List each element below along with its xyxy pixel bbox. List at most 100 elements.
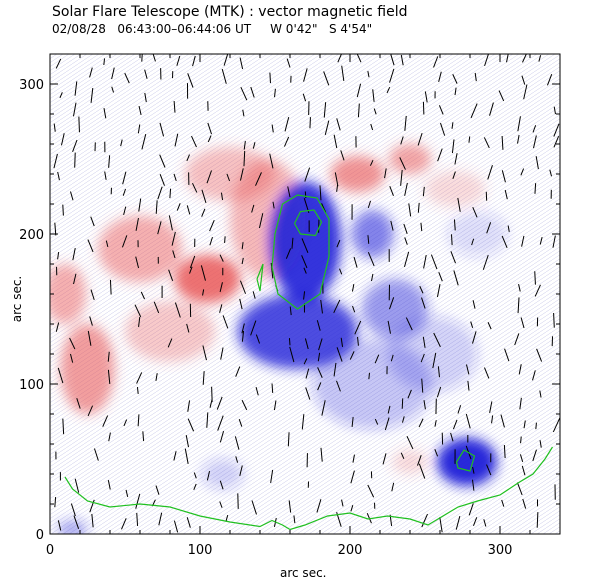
- field-vector: [243, 150, 246, 167]
- field-vector: [120, 139, 123, 147]
- field-vector: [108, 432, 111, 442]
- field-vector: [367, 200, 372, 209]
- field-vector: [125, 489, 129, 498]
- field-vector: [522, 54, 527, 63]
- field-vector: [59, 92, 63, 99]
- field-vector: [78, 116, 80, 133]
- field-vector: [187, 400, 191, 412]
- field-vector: [533, 135, 537, 149]
- field-vector: [135, 493, 141, 509]
- field-vector: [408, 203, 412, 217]
- field-vector: [384, 168, 387, 179]
- field-vector: [336, 380, 341, 392]
- field-vector: [158, 512, 163, 526]
- field-vector: [507, 225, 510, 232]
- negative-polarity-region: [57, 520, 88, 534]
- field-vector: [207, 122, 213, 135]
- field-vector: [186, 517, 191, 528]
- field-vector: [436, 386, 442, 398]
- y-tick-label: 100: [19, 378, 44, 393]
- field-vector: [539, 390, 542, 398]
- field-vector: [173, 451, 177, 461]
- field-vector: [539, 440, 542, 448]
- field-vector: [239, 168, 244, 181]
- field-vector: [399, 157, 406, 170]
- field-vector: [357, 103, 360, 118]
- field-vector: [501, 235, 508, 248]
- positive-polarity-region: [50, 264, 86, 324]
- field-vector: [336, 118, 341, 131]
- field-vector: [271, 124, 274, 133]
- field-vector: [72, 247, 76, 261]
- field-vector: [424, 91, 428, 103]
- field-vector: [453, 270, 459, 286]
- field-vector: [121, 235, 128, 248]
- field-vector: [252, 291, 256, 299]
- field-vector: [482, 254, 489, 270]
- field-vector: [73, 273, 77, 285]
- field-vector: [216, 396, 223, 410]
- field-vector: [521, 75, 526, 85]
- field-vector: [241, 242, 244, 250]
- field-vector: [73, 515, 80, 530]
- field-vector: [137, 414, 140, 427]
- field-vector: [255, 334, 261, 344]
- contour-umbra-outline: [271, 194, 330, 310]
- field-vector: [356, 54, 362, 63]
- field-vector: [187, 418, 195, 432]
- field-vector: [206, 412, 209, 428]
- axis-ticks: 0 100 200 300 0 100 200 300: [19, 53, 561, 558]
- field-vector: [546, 74, 553, 86]
- field-vector: [519, 397, 522, 410]
- field-vector: [207, 135, 212, 143]
- field-vector: [520, 168, 525, 176]
- field-vector: [440, 122, 446, 136]
- field-vector: [465, 413, 471, 429]
- field-vector: [487, 322, 492, 330]
- field-vector: [255, 386, 259, 396]
- field-vector: [354, 320, 362, 335]
- field-vector: [468, 503, 474, 516]
- field-vector: [57, 367, 64, 384]
- positive-polarity-region: [60, 324, 115, 414]
- field-vector: [174, 302, 181, 318]
- negative-polarity-region: [387, 316, 478, 392]
- field-vector: [374, 354, 380, 364]
- field-vector: [384, 417, 390, 431]
- field-vector: [53, 153, 58, 169]
- field-vector: [242, 109, 245, 117]
- positive-polarity-region: [125, 301, 215, 362]
- field-vector: [302, 93, 307, 102]
- field-vector: [289, 306, 292, 316]
- field-vector: [486, 222, 492, 234]
- field-vector: [486, 464, 492, 476]
- field-vector: [202, 371, 205, 385]
- field-vector: [405, 317, 413, 331]
- field-vector: [224, 236, 226, 243]
- field-vector: [522, 498, 527, 509]
- field-vector: [400, 452, 405, 459]
- field-vector: [491, 415, 494, 424]
- field-vector: [76, 398, 81, 409]
- field-vector: [287, 186, 291, 198]
- field-vector: [350, 470, 355, 484]
- field-vector: [57, 251, 60, 260]
- field-vector: [189, 255, 196, 269]
- field-vector: [124, 72, 130, 84]
- field-vector: [104, 171, 107, 180]
- field-vector: [202, 345, 207, 361]
- field-vector: [174, 133, 179, 147]
- field-vector: [168, 215, 173, 231]
- field-vector: [144, 69, 148, 79]
- field-vector: [219, 501, 223, 508]
- field-vector: [438, 105, 444, 115]
- field-vector: [186, 205, 191, 215]
- field-vector: [192, 55, 196, 67]
- field-vector: [138, 198, 142, 212]
- field-vector: [219, 304, 223, 313]
- field-vector: [107, 369, 111, 385]
- field-vector: [317, 382, 322, 391]
- field-vector: [450, 432, 454, 442]
- field-vector: [437, 148, 443, 162]
- field-vector: [368, 372, 370, 380]
